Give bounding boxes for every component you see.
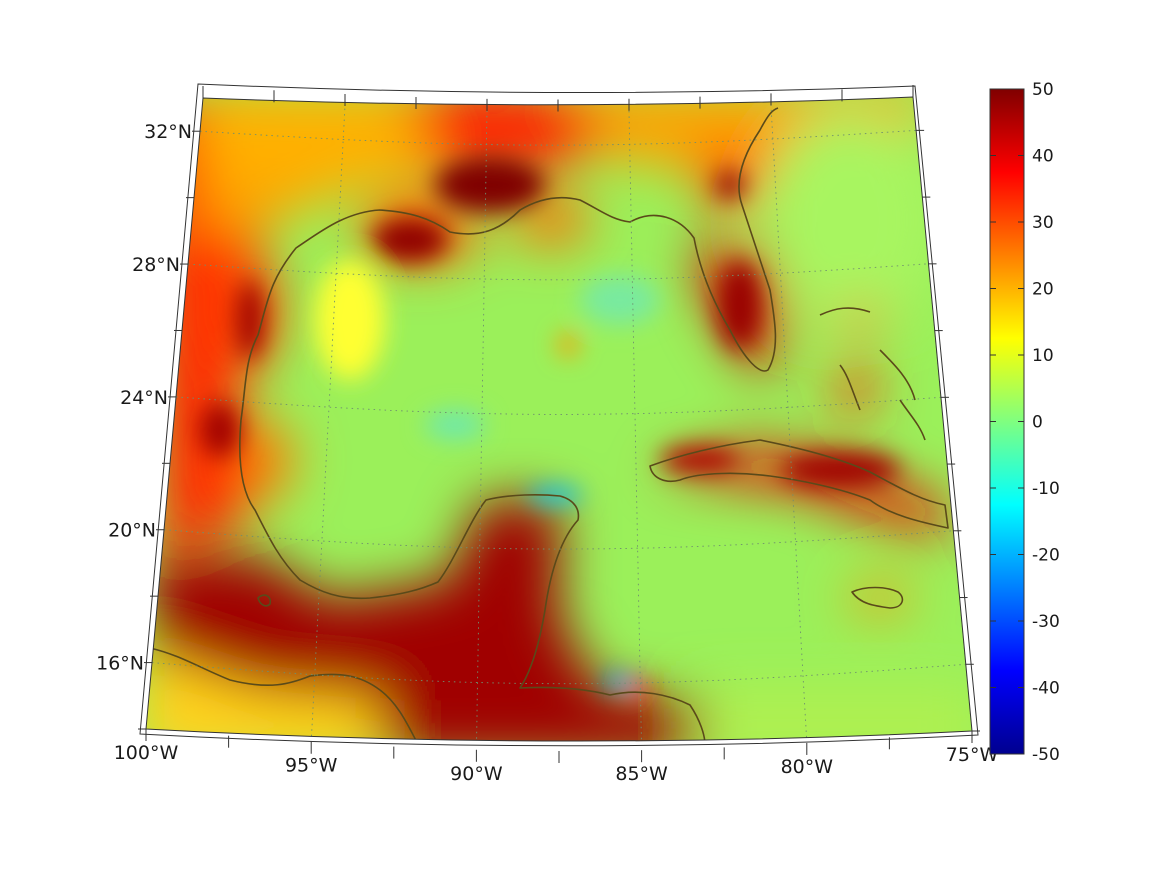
longitude-tick-label: 90°W (450, 763, 503, 785)
map-area (146, 97, 972, 742)
coastlines (149, 107, 949, 742)
anomaly-detail-layer (200, 157, 900, 700)
colorbar-tick-label: -10 (1032, 479, 1060, 499)
meridian-line (628, 110, 643, 742)
parallel-line (199, 129, 917, 146)
parallel-line (175, 396, 941, 415)
colorbar-tick-label: 10 (1032, 346, 1054, 366)
latitude-labels: 32°N 28°N 24°N 20°N 16°N (96, 121, 192, 674)
colorbar-tick-label: -20 (1032, 546, 1060, 566)
longitude-tick-label: 95°W (285, 755, 338, 777)
colorbar-tick-label: -30 (1032, 612, 1060, 632)
colorbar-tick-label: -40 (1032, 679, 1060, 699)
latitude-tick-label: 32°N (144, 121, 192, 143)
longitude-tick-label: 75°W (946, 744, 999, 766)
map-frame-outer (139, 83, 979, 747)
colorbar-tick-label: 0 (1032, 413, 1043, 433)
colorbar-tick-label: 40 (1032, 147, 1054, 167)
longitude-tick-label: 100°W (114, 742, 179, 764)
frame-ticks (138, 85, 980, 763)
meridian-line (770, 105, 808, 742)
meridian-line (475, 110, 488, 742)
map-frame (145, 96, 973, 742)
central-america-coast (149, 647, 421, 742)
gulf-coast-north (240, 107, 779, 421)
cuba-outline (649, 439, 949, 529)
colorbar-tick-label: 50 (1032, 80, 1054, 100)
lake-outline (257, 594, 272, 607)
bahamas-outline (819, 307, 926, 441)
latitude-tick-label: 20°N (108, 520, 156, 542)
colorbar: 50 40 30 20 10 0 -10 -20 -30 -40 -50 (989, 80, 1060, 765)
longitude-tick-label: 80°W (781, 756, 834, 778)
mexico-coast (239, 419, 706, 742)
latitude-tick-label: 28°N (132, 254, 180, 276)
latitude-tick-label: 16°N (96, 653, 144, 675)
parallel-line (151, 662, 966, 685)
colorbar-tick-label: -50 (1032, 745, 1060, 765)
jamaica-outline (851, 586, 904, 609)
latitude-tick-label: 24°N (120, 387, 168, 409)
colorbar-ticks: 50 40 30 20 10 0 -10 -20 -30 -40 -50 (990, 80, 1060, 765)
colorbar-tick-label: 30 (1032, 213, 1054, 233)
longitude-tick-label: 85°W (615, 763, 668, 785)
longitude-labels: 100°W 95°W 90°W 85°W 80°W 75°W (114, 742, 999, 785)
colorbar-tick-label: 20 (1032, 280, 1054, 300)
